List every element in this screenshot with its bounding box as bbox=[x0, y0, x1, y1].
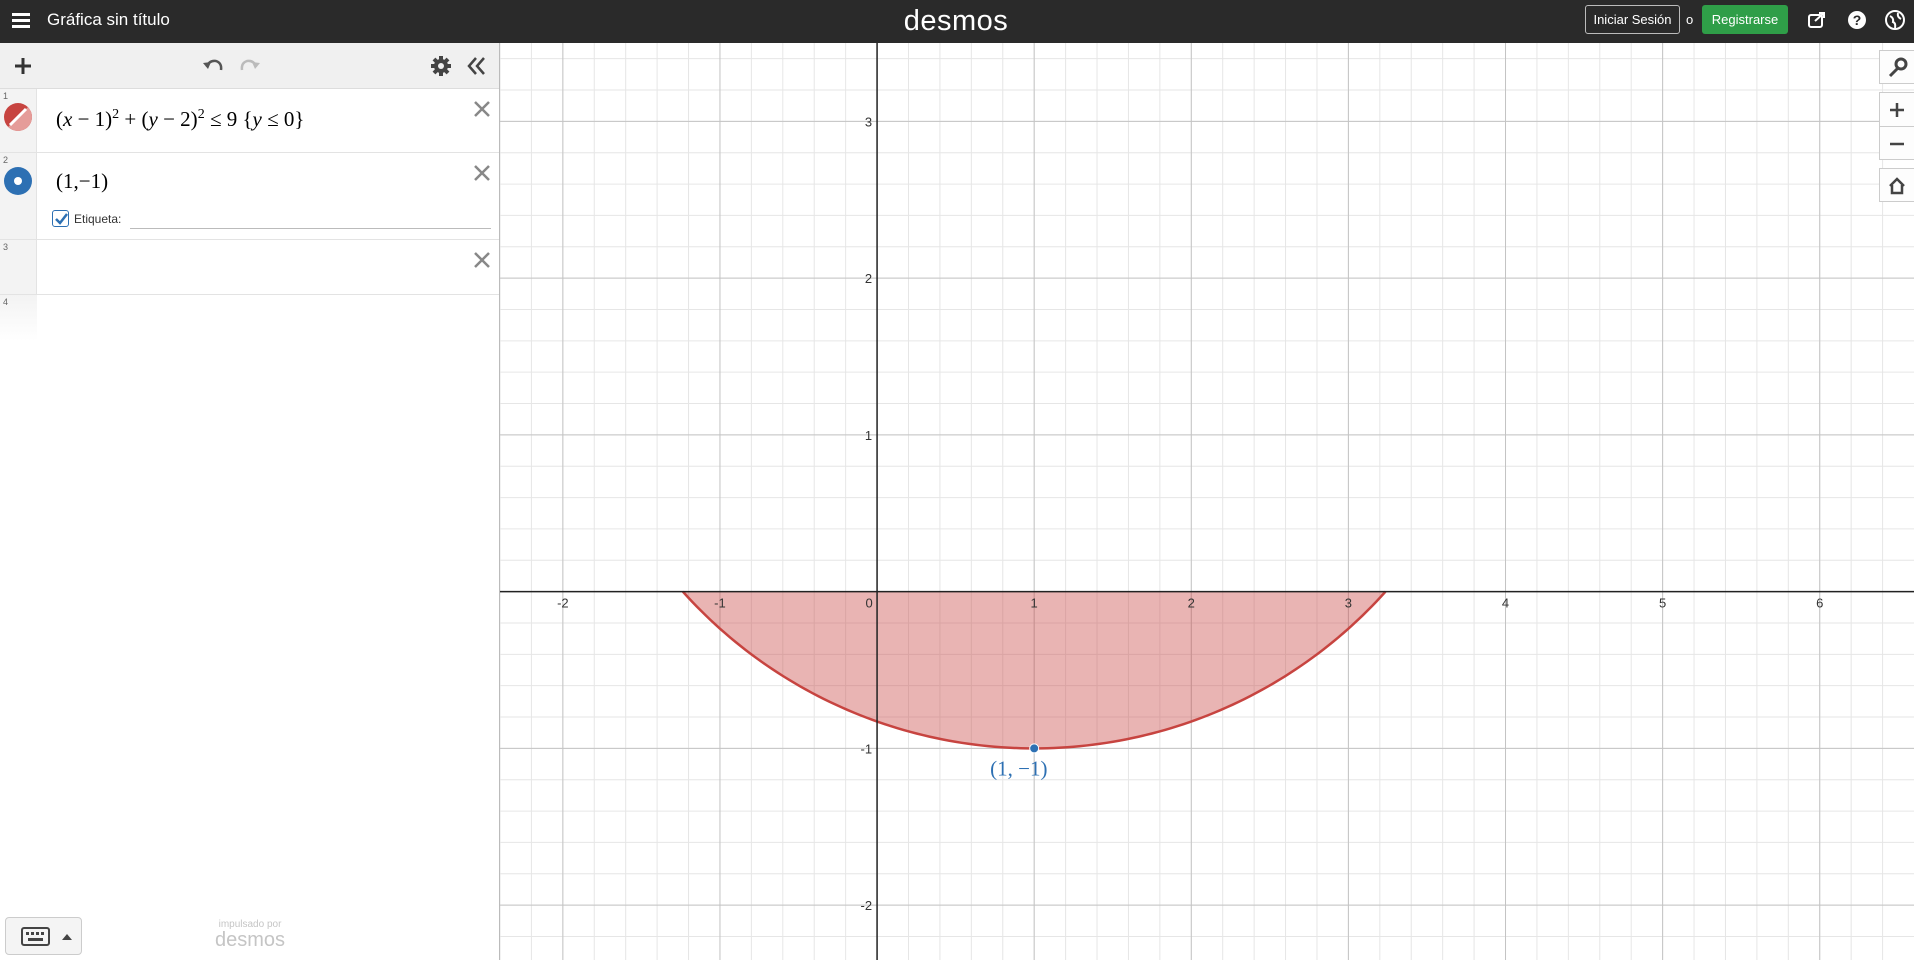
expression-toolbar bbox=[0, 43, 499, 89]
x-tick-label: 2 bbox=[1188, 596, 1195, 611]
share-icon[interactable] bbox=[1806, 9, 1828, 31]
expression-math-1[interactable]: (x − 1)2 + (y − 2)2 ≤ 9 {y ≤ 0} bbox=[56, 107, 305, 131]
graph-title[interactable]: Gráfica sin título bbox=[47, 10, 170, 29]
y-tick-label: 3 bbox=[865, 114, 872, 129]
or-text: o bbox=[1686, 12, 1694, 27]
delete-expression-icon[interactable] bbox=[472, 163, 492, 183]
expression-index: 3 bbox=[3, 242, 9, 252]
y-tick-label: -2 bbox=[861, 898, 873, 913]
top-bar: Gráfica sin título desmos Iniciar Sesión… bbox=[0, 0, 1914, 43]
point-label: (1, −1) bbox=[990, 756, 1047, 780]
hamburger-menu-icon[interactable] bbox=[10, 10, 32, 32]
y-tick-label: 1 bbox=[865, 428, 872, 443]
inequality-color-icon[interactable] bbox=[4, 103, 32, 131]
powered-by: impulsado por desmos bbox=[190, 919, 310, 950]
x-tick-label: 5 bbox=[1659, 596, 1666, 611]
expression-gutter: 2 bbox=[0, 153, 37, 239]
language-globe-icon[interactable] bbox=[1884, 9, 1906, 31]
keyboard-toggle-button[interactable] bbox=[5, 917, 82, 955]
expression-row-2[interactable]: 2 (1,−1) Etiqueta: bbox=[0, 153, 499, 240]
x-tick-label: 3 bbox=[1345, 596, 1352, 611]
expression-index: 4 bbox=[3, 297, 9, 307]
register-button[interactable]: Registrarse bbox=[1702, 5, 1788, 34]
label-input[interactable] bbox=[130, 208, 491, 229]
point-color-icon[interactable] bbox=[4, 167, 32, 195]
x-tick-label: -1 bbox=[714, 596, 726, 611]
zoom-out-icon[interactable] bbox=[1879, 126, 1914, 160]
collapse-panel-icon[interactable] bbox=[464, 53, 490, 79]
undo-icon[interactable] bbox=[200, 53, 226, 79]
expression-panel: 1 (x − 1)2 + (y − 2)2 ≤ 9 {y ≤ 0} 2 bbox=[0, 43, 500, 960]
powered-by-logo: desmos bbox=[214, 929, 286, 951]
expression-row-1[interactable]: 1 (x − 1)2 + (y − 2)2 ≤ 9 {y ≤ 0} bbox=[0, 89, 499, 153]
point-marker bbox=[1029, 743, 1040, 754]
expression-index: 1 bbox=[3, 91, 9, 101]
redo-icon[interactable] bbox=[237, 53, 263, 79]
expression-row-3[interactable]: 3 bbox=[0, 240, 499, 295]
zoom-in-icon[interactable] bbox=[1879, 92, 1914, 126]
delete-expression-icon[interactable] bbox=[472, 250, 492, 270]
graph-canvas[interactable]: -2 -1 0 1 2 3 4 5 6 3 2 1 -1 -2 (1, −1) bbox=[500, 43, 1914, 960]
add-item-icon[interactable] bbox=[10, 53, 36, 79]
expression-math-2[interactable]: (1,−1) bbox=[56, 169, 109, 193]
label-checkbox-text: Etiqueta: bbox=[74, 212, 122, 226]
x-tick-label: -2 bbox=[557, 596, 569, 611]
svg-text:?: ? bbox=[1853, 12, 1862, 28]
inequality-region bbox=[682, 591, 1386, 749]
x-tick-label: 0 bbox=[865, 596, 872, 611]
expression-gutter: 3 bbox=[0, 240, 37, 294]
signin-button[interactable]: Iniciar Sesión bbox=[1585, 5, 1680, 34]
y-tick-label: 2 bbox=[865, 271, 872, 286]
expression-gutter: 4 bbox=[0, 295, 37, 341]
x-tick-label: 6 bbox=[1816, 596, 1823, 611]
powered-by-text: impulsado por bbox=[218, 919, 282, 930]
settings-gear-icon[interactable] bbox=[428, 53, 454, 79]
delete-expression-icon[interactable] bbox=[472, 99, 492, 119]
desmos-logo: desmos bbox=[903, 5, 1009, 37]
x-tick-label: 4 bbox=[1502, 596, 1509, 611]
x-tick-label: 1 bbox=[1031, 596, 1038, 611]
expression-gutter: 1 bbox=[0, 89, 37, 152]
expression-row-4[interactable]: 4 bbox=[0, 295, 499, 341]
keyboard-icon bbox=[21, 927, 72, 946]
wrench-icon[interactable] bbox=[1879, 50, 1914, 84]
graph-paper[interactable]: -2 -1 0 1 2 3 4 5 6 3 2 1 -1 -2 (1, −1) bbox=[500, 43, 1914, 960]
y-tick-label: -1 bbox=[861, 741, 873, 756]
expression-index: 2 bbox=[3, 155, 9, 165]
label-checkbox[interactable] bbox=[52, 210, 69, 227]
home-icon[interactable] bbox=[1879, 168, 1914, 202]
help-icon[interactable]: ? bbox=[1846, 9, 1868, 31]
